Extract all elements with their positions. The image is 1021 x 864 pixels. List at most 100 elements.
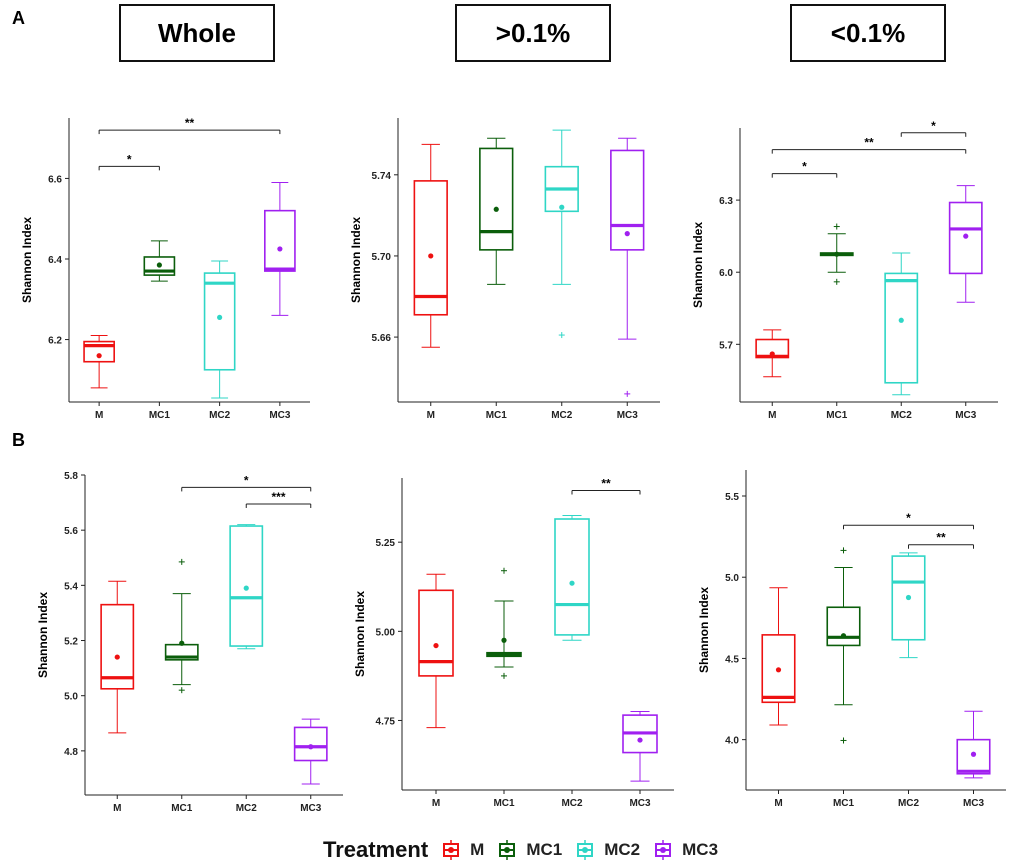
box-mc3: [948, 185, 983, 303]
panel-label-b: B: [12, 430, 25, 450]
y-tick-label: 6.3: [719, 196, 733, 207]
significance-label: *: [244, 473, 249, 487]
legend-item-mc1: MC1: [496, 839, 562, 861]
legend-key-mc2: [577, 840, 594, 860]
box-mc3: [956, 710, 991, 779]
iqr-box-mc2: [554, 518, 590, 636]
box-mc1: [826, 547, 861, 744]
iqr-box-mc2: [203, 272, 236, 371]
legend-title: Treatment: [323, 837, 429, 862]
y-tick-label: 6.2: [48, 336, 62, 347]
box-mc2: [884, 252, 919, 396]
box-mc3: [610, 137, 645, 397]
x-tick-label: MC3: [963, 798, 985, 809]
y-tick-label: 5.6: [64, 526, 78, 537]
y-tick-label: 5.0: [725, 573, 739, 584]
x-tick-label: M: [427, 410, 435, 421]
box-mc1: [479, 137, 514, 285]
x-tick-label: MC3: [629, 798, 651, 809]
x-tick-label: MC1: [833, 798, 855, 809]
plot-panel-4: 4.8 5.0 5.2 5.4 5.6 5.8 Shannon Index M MC1 MC2 MC…: [36, 471, 343, 814]
mean-point-mc2: [905, 594, 912, 601]
legend-key-point: [448, 847, 455, 853]
mean-point-m: [114, 654, 120, 660]
mean-point-mc3: [277, 246, 283, 252]
y-tick-label: 4.0: [725, 736, 739, 747]
x-tick-label: MC3: [269, 410, 291, 421]
y-tick-label: 5.5: [725, 492, 739, 503]
legend-key-point: [660, 847, 667, 853]
mean-point-mc3: [637, 737, 643, 743]
y-axis-title: Shannon Index: [349, 217, 363, 303]
x-tick-label: MC1: [149, 410, 171, 421]
mean-point-m: [769, 351, 775, 357]
legend-item-m: M: [440, 839, 484, 861]
box-mc1: [486, 567, 522, 679]
x-tick-label: MC3: [955, 410, 977, 421]
x-tick-label: M: [774, 798, 782, 809]
y-tick-label: 4.75: [376, 716, 396, 727]
box-m: [100, 580, 135, 734]
y-tick-label: 5.70: [372, 252, 392, 263]
header-whole: Whole: [119, 4, 275, 62]
mean-point-mc1: [501, 637, 507, 643]
panel-label-a: A: [12, 8, 25, 28]
legend-key-mc3: [655, 840, 672, 860]
x-tick-label: MC2: [561, 798, 583, 809]
significance-label: ***: [271, 490, 285, 504]
x-tick-label: M: [95, 410, 103, 421]
y-tick-label: 5.0: [64, 692, 78, 703]
box-m: [83, 335, 115, 389]
mean-point-m: [96, 353, 102, 359]
iqr-box-mc2: [229, 525, 264, 647]
x-tick-label: MC1: [486, 410, 508, 421]
mean-point-mc1: [840, 633, 847, 639]
plot-panel-5: 4.75 5.00 5.25 Shannon Index M MC1 MC2 MC3 **: [353, 476, 674, 809]
mean-point-mc2: [559, 204, 565, 210]
mean-point-mc3: [970, 751, 977, 757]
legend-label-mc1: MC1: [526, 840, 563, 859]
x-tick-label: MC3: [617, 410, 639, 421]
significance-label: **: [601, 476, 611, 490]
legend-key-mc1: [499, 840, 516, 860]
y-tick-label: 5.8: [64, 471, 78, 482]
x-tick-label: MC1: [493, 798, 515, 809]
y-tick-label: 5.66: [372, 333, 392, 344]
x-tick-label: MC1: [171, 803, 193, 814]
box-mc1: [819, 223, 854, 285]
box-mc2: [544, 129, 579, 339]
significance-label: *: [802, 160, 807, 174]
iqr-box-m: [413, 180, 448, 316]
x-tick-label: MC2: [891, 410, 913, 421]
box-m: [418, 573, 454, 729]
box-m: [755, 329, 790, 378]
mean-point-m: [775, 667, 782, 673]
mean-point-mc1: [179, 640, 185, 646]
legend-item-mc3: MC3: [652, 839, 718, 861]
y-tick-label: 5.2: [64, 637, 78, 648]
legend-label-m: M: [470, 840, 485, 859]
iqr-box-mc2: [884, 272, 919, 384]
significance-label: *: [127, 152, 132, 166]
mean-point-mc3: [963, 233, 969, 239]
y-tick-label: 6.0: [719, 268, 733, 279]
legend-key-point: [504, 847, 511, 853]
y-tick-label: 6.4: [48, 255, 62, 266]
x-tick-label: MC1: [826, 410, 848, 421]
y-tick-label: 5.74: [372, 171, 392, 182]
y-tick-label: 4.5: [725, 654, 739, 665]
iqr-box-m: [100, 603, 135, 690]
box-mc3: [264, 181, 296, 316]
y-tick-label: 6.6: [48, 174, 62, 185]
box-m: [761, 587, 796, 726]
mean-point-mc1: [834, 251, 840, 257]
iqr-box-mc1: [826, 606, 861, 647]
box-mc2: [891, 552, 926, 659]
box-mc1: [143, 240, 176, 282]
mean-point-mc2: [217, 314, 223, 321]
mean-point-mc2: [569, 580, 575, 586]
x-tick-label: M: [113, 803, 121, 814]
mean-point-mc3: [624, 231, 630, 237]
